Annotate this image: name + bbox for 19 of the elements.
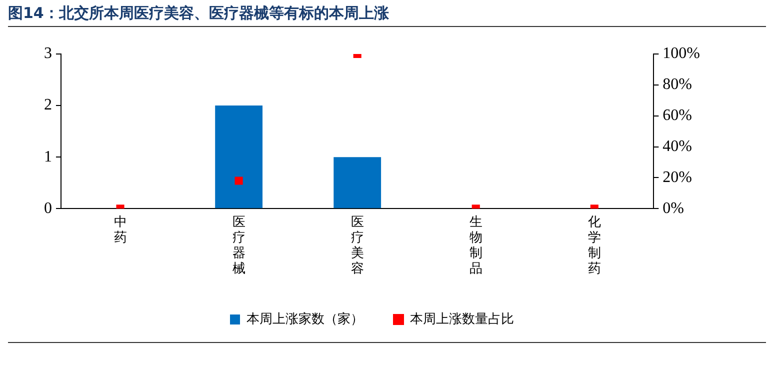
chart-title: 图14：北交所本周医疗美容、医疗器械等有标的本周上涨 — [8, 4, 766, 27]
x-tick-label: 生物制品 — [469, 214, 482, 277]
legend-label: 本周上涨数量占比 — [410, 312, 514, 327]
y2-tick-label: 20% — [662, 168, 692, 186]
y2-tick-label: 100% — [662, 45, 700, 62]
y-tick-label: 3 — [44, 45, 52, 62]
legend-label: 本周上涨家数（家） — [246, 310, 364, 327]
y-tick-label: 2 — [44, 96, 52, 114]
y2-tick-label: 80% — [662, 76, 692, 94]
x-tick-label: 中药 — [114, 214, 127, 246]
y2-tick-label: 60% — [662, 107, 692, 124]
y-tick-label: 1 — [44, 148, 52, 166]
y2-tick-label: 40% — [662, 138, 692, 155]
y2-tick-label: 0% — [662, 200, 684, 217]
x-tick-label: 医疗美容 — [350, 214, 364, 277]
x-tick-label: 化学制药 — [588, 214, 601, 277]
point — [234, 176, 243, 185]
x-tick-label: 医疗器械 — [232, 214, 246, 277]
y-tick-label: 0 — [44, 200, 52, 217]
